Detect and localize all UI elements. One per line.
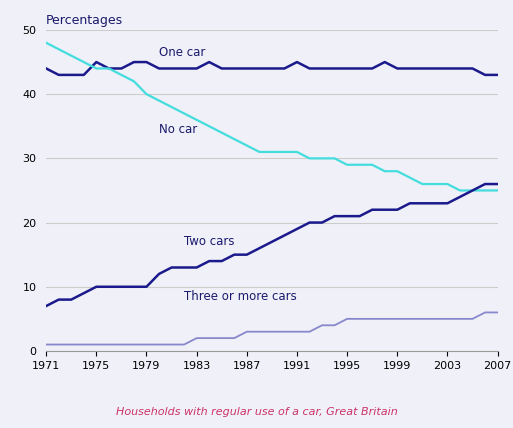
Text: Households with regular use of a car, Great Britain: Households with regular use of a car, Gr… [115,407,398,417]
Text: Percentages: Percentages [46,15,123,27]
Text: One car: One car [159,46,205,59]
Text: Three or more cars: Three or more cars [184,290,297,303]
Text: No car: No car [159,123,198,136]
Text: Two cars: Two cars [184,235,234,248]
